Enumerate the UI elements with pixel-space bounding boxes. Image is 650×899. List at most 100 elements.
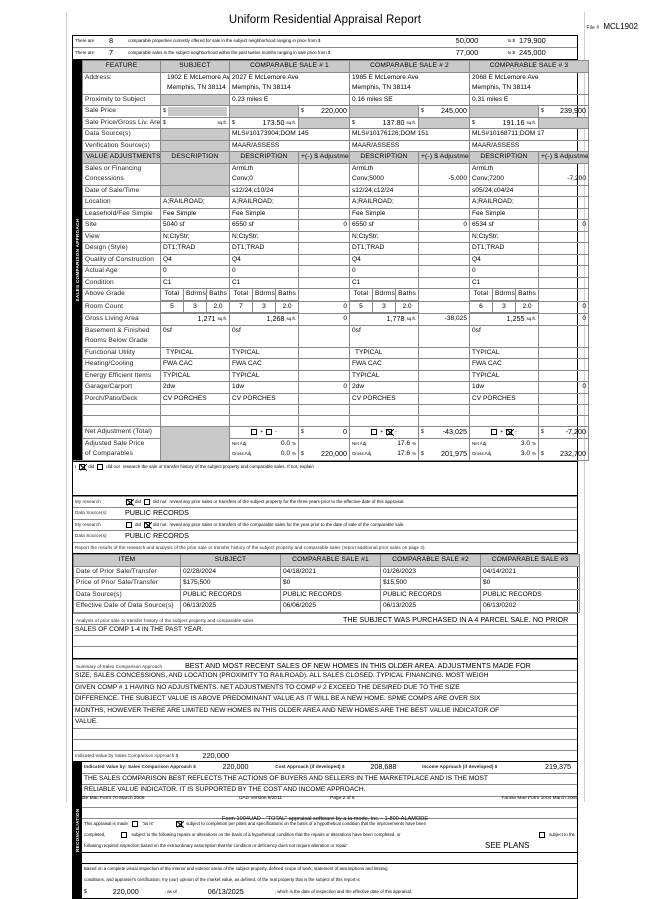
price-per-sqft-comp1[interactable]: $173.50 sq.ft. xyxy=(229,116,299,129)
recon-comment-line3[interactable] xyxy=(82,796,577,808)
as-is-checkbox[interactable] xyxy=(131,821,138,827)
gla-adj-comp1[interactable]: 0 xyxy=(298,313,350,326)
conditions-inspection-value[interactable]: SEE PLANS xyxy=(485,841,530,850)
actual-age-adj-comp3[interactable] xyxy=(538,265,589,278)
gla-comp1[interactable]: 1,268 sq.ft. xyxy=(229,313,299,326)
view-adj-comp1[interactable] xyxy=(298,230,350,243)
summary-line1[interactable]: BEST AND MOST RECENT SALES OF NEW HOMES … xyxy=(185,660,531,670)
net-adjustment-value-comp1[interactable]: $0 xyxy=(298,426,350,439)
design-adj-comp1[interactable] xyxy=(298,242,350,255)
recon-comment-line4[interactable] xyxy=(82,807,577,819)
quality-comp2[interactable]: Q4 xyxy=(349,253,419,266)
recon-sales-value[interactable]: 220,000 xyxy=(222,762,249,771)
energy-items-adj-comp3[interactable] xyxy=(538,369,589,382)
garage-carport-comp3[interactable]: 1dw xyxy=(469,381,539,394)
garage-carport-adj-comp3[interactable]: 0 xyxy=(538,381,589,394)
location-adj-comp3[interactable] xyxy=(538,196,589,209)
gla-comp2[interactable]: 1,778 sq.ft. xyxy=(349,313,419,326)
sale-price-comp1[interactable]: $220,000 xyxy=(298,105,350,118)
prior-date-comp3[interactable]: 04/14/2021 xyxy=(480,565,580,578)
site-comp1[interactable]: 6550 sf xyxy=(229,219,299,232)
summary-line6[interactable]: VALUE. xyxy=(73,716,577,728)
heating-cooling-comp2[interactable]: FWA CAC xyxy=(349,358,419,371)
prior-effective-date-subject[interactable]: 06/13/2025 xyxy=(180,600,281,613)
concessions-comp1[interactable]: Conv;0 xyxy=(229,174,299,186)
offering-row1-count[interactable]: 8 xyxy=(108,36,114,46)
net-adjustment-checks-comp1[interactable]: + - xyxy=(229,426,299,439)
research-comps-did-checkbox[interactable] xyxy=(126,521,132,528)
address-comp2-line2[interactable]: Memphis, TN 38114 xyxy=(349,83,470,95)
summary-line8[interactable] xyxy=(73,738,577,750)
net-adjustment-checks-comp3[interactable]: + - xyxy=(469,426,539,439)
functional-utility-comp1[interactable]: TYPICAL xyxy=(229,346,299,359)
garage-carport-adj-comp1[interactable]: 0 xyxy=(298,381,350,394)
proximity-comp3[interactable]: 0.31 miles E xyxy=(469,93,589,106)
design-subject[interactable]: DT1;TRAD xyxy=(160,242,230,255)
gla-comp3[interactable]: 1,255 sq.ft. xyxy=(469,313,539,326)
heating-cooling-adj-comp2[interactable] xyxy=(418,358,470,371)
price-per-sqft-subject[interactable]: $ sq.ft. xyxy=(160,116,230,129)
room-count-adj-comp3[interactable]: 0 xyxy=(538,300,589,314)
sales-financing-adj-comp2[interactable] xyxy=(418,162,470,174)
prior-analysis-line2[interactable]: SALES OF COMP 1-4 IN THE PAST YEAR. xyxy=(73,623,577,636)
location-comp3[interactable]: A;RAILROAD; xyxy=(469,196,539,209)
condition-adj-comp2[interactable] xyxy=(418,276,470,289)
actual-age-comp3[interactable]: 0 xyxy=(469,265,539,278)
quality-comp1[interactable]: Q4 xyxy=(229,253,299,266)
summary-line4[interactable]: DIFFERENCE. THE SUBJECT VALUE IS ABOVE P… xyxy=(73,693,577,705)
condition-comp2[interactable]: C1 xyxy=(349,276,419,289)
address-subject-line2[interactable]: Memphis, TN 38114 xyxy=(160,83,230,95)
quality-subject[interactable]: Q4 xyxy=(160,253,230,266)
energy-items-adj-comp2[interactable] xyxy=(418,369,470,382)
research-subject-data-value[interactable]: PUBLIC RECORDS xyxy=(125,508,189,517)
room-count-adj-comp1[interactable]: 0 xyxy=(298,300,350,314)
gla-adj-comp3[interactable]: 0 xyxy=(538,313,589,326)
date-of-sale-comp1[interactable]: s12/24;c10/24 xyxy=(229,184,299,197)
site-adj-comp2[interactable]: 0 xyxy=(418,219,470,232)
date-of-sale-adj-comp1[interactable] xyxy=(298,184,350,197)
room-count-adj-comp2[interactable] xyxy=(418,300,470,314)
sales-financing-comp3[interactable]: ArmLth xyxy=(469,162,539,174)
offering-row2-count[interactable]: 7 xyxy=(108,48,114,58)
research-comps-did-not-checkbox[interactable] xyxy=(144,521,151,528)
view-subject[interactable]: N;CtyStr; xyxy=(160,230,230,243)
opinion-value[interactable]: 220,000 xyxy=(112,886,139,896)
garage-carport-adj-comp2[interactable] xyxy=(418,381,470,394)
date-of-sale-comp3[interactable]: s05/24;c04/24 xyxy=(469,184,539,197)
location-comp1[interactable]: A;RAILROAD; xyxy=(229,196,299,209)
subject-to-inspection-checkbox[interactable] xyxy=(538,832,545,838)
net-adj-plus-checkbox-comp2[interactable] xyxy=(371,429,378,436)
actual-age-subject[interactable]: 0 xyxy=(160,265,230,278)
design-comp2[interactable]: DT1;TRAD xyxy=(349,242,419,255)
proximity-comp1[interactable]: 0.23 miles E xyxy=(229,93,350,106)
leasehold-subject[interactable]: Fee Simple xyxy=(160,207,230,220)
offering-row2-from[interactable]: 77,000 xyxy=(455,48,479,58)
opinion-date[interactable]: 06/13/2025 xyxy=(207,886,244,896)
heating-cooling-adj-comp3[interactable] xyxy=(538,358,589,371)
porch-comp3[interactable]: CV PORCHES xyxy=(469,392,539,405)
sale-price-comp2[interactable]: $245,000 xyxy=(418,105,470,118)
design-comp3[interactable]: DT1;TRAD xyxy=(469,242,539,255)
prior-date-subject[interactable]: 02/28/2024 xyxy=(180,565,281,578)
energy-items-comp3[interactable]: TYPICAL xyxy=(469,369,539,382)
offering-row1-from[interactable]: 50,000 xyxy=(455,36,479,46)
prior-price-subject[interactable]: $175,500 xyxy=(180,577,281,590)
condition-subject[interactable]: C1 xyxy=(160,276,230,289)
adjusted-price-value-comp2[interactable]: $201,975 xyxy=(418,449,470,461)
leasehold-comp1[interactable]: Fee Simple xyxy=(229,207,299,220)
condition-adj-comp1[interactable] xyxy=(298,276,350,289)
porch-adj-comp2[interactable] xyxy=(418,392,470,405)
research-subject-did-not-checkbox[interactable] xyxy=(144,498,151,505)
prior-effective-date-comp2[interactable]: 06/13/2025 xyxy=(380,600,481,613)
porch-adj-comp3[interactable] xyxy=(538,392,589,405)
basement-adj-comp3[interactable] xyxy=(538,324,589,347)
functional-utility-adj-comp3[interactable] xyxy=(538,346,589,359)
design-adj-comp3[interactable] xyxy=(538,242,589,255)
location-subject[interactable]: A;RAILROAD; xyxy=(160,196,230,209)
net-adjustment-value-comp3[interactable]: $ -7,200 xyxy=(538,426,589,439)
date-of-sale-adj-comp2[interactable] xyxy=(418,184,470,197)
site-comp3[interactable]: 6534 sf xyxy=(469,219,539,232)
energy-items-comp2[interactable]: TYPICAL xyxy=(349,369,419,382)
recon-comment-line2[interactable]: RELIABLE VALUE INDICATOR. IT IS SUPPORTE… xyxy=(82,784,577,797)
room-count-comp3[interactable]: 6 3 2.0 xyxy=(469,300,539,314)
